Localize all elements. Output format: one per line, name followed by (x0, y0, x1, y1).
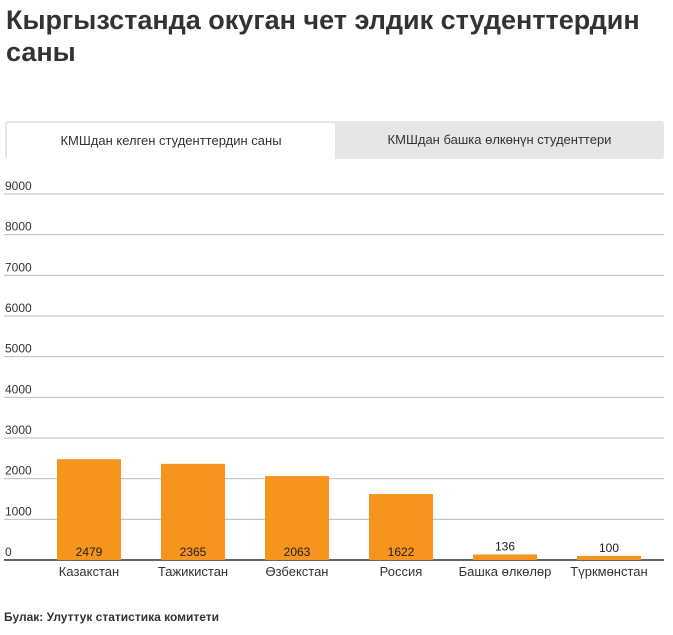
tab-cis-students[interactable]: КМШдан келген студенттердин саны (7, 123, 335, 159)
y-tick-label: 5000 (5, 342, 32, 356)
x-tick-label: Казакстан (59, 564, 119, 579)
data-label: 1622 (388, 545, 415, 559)
x-tick-label: Россия (380, 564, 423, 579)
bar[interactable] (265, 476, 329, 560)
data-label: 2063 (284, 545, 311, 559)
bar[interactable] (161, 463, 225, 560)
tab-bar: КМШдан келген студенттердин саны КМШдан … (5, 121, 664, 159)
bar[interactable] (369, 494, 433, 560)
tab-non-cis-students[interactable]: КМШдан башка өлкөнүн студенттери (387, 132, 612, 147)
x-tick-labels: Казакстан Тажикистан Өзбекстан Россия Башка … (59, 564, 648, 579)
bar-chart: 0 1000 2000 3000 4000 5000 6000 7000 8000 9000 24… (4, 179, 664, 579)
y-tick-labels: 0 1000 2000 3000 4000 5000 6000 7000 8000 9000 (5, 179, 32, 559)
y-tick-label: 4000 (5, 382, 32, 396)
data-label: 2365 (180, 545, 207, 559)
y-tick-label: 6000 (5, 301, 32, 315)
chart-title: Кыргызстанда окуган чет элдик студенттер… (6, 5, 640, 67)
y-tick-label: 3000 (5, 423, 32, 437)
x-tick-label: Башка өлкөлөр (459, 564, 552, 579)
x-tick-label: Өзбекстан (265, 564, 328, 579)
source-note: Булак: Улуттук статистика комитети (4, 610, 220, 624)
bar[interactable] (473, 554, 537, 560)
bar[interactable] (57, 459, 121, 560)
y-tick-label: 0 (5, 545, 12, 559)
y-tick-label: 2000 (5, 464, 32, 478)
y-tick-label: 1000 (5, 504, 32, 518)
data-label: 136 (495, 539, 515, 553)
y-tick-label: 9000 (5, 179, 32, 193)
value-labels: 2479 2365 2063 1622 136 100 (76, 539, 620, 559)
data-label: 2479 (76, 545, 103, 559)
x-tick-label: Тажикистан (158, 564, 228, 579)
y-tick-label: 8000 (5, 220, 32, 234)
y-tick-label: 7000 (5, 260, 32, 274)
bars (57, 459, 641, 560)
x-tick-label: Түркмөнстан (570, 564, 647, 579)
bar[interactable] (577, 555, 641, 560)
data-label: 100 (599, 541, 619, 555)
